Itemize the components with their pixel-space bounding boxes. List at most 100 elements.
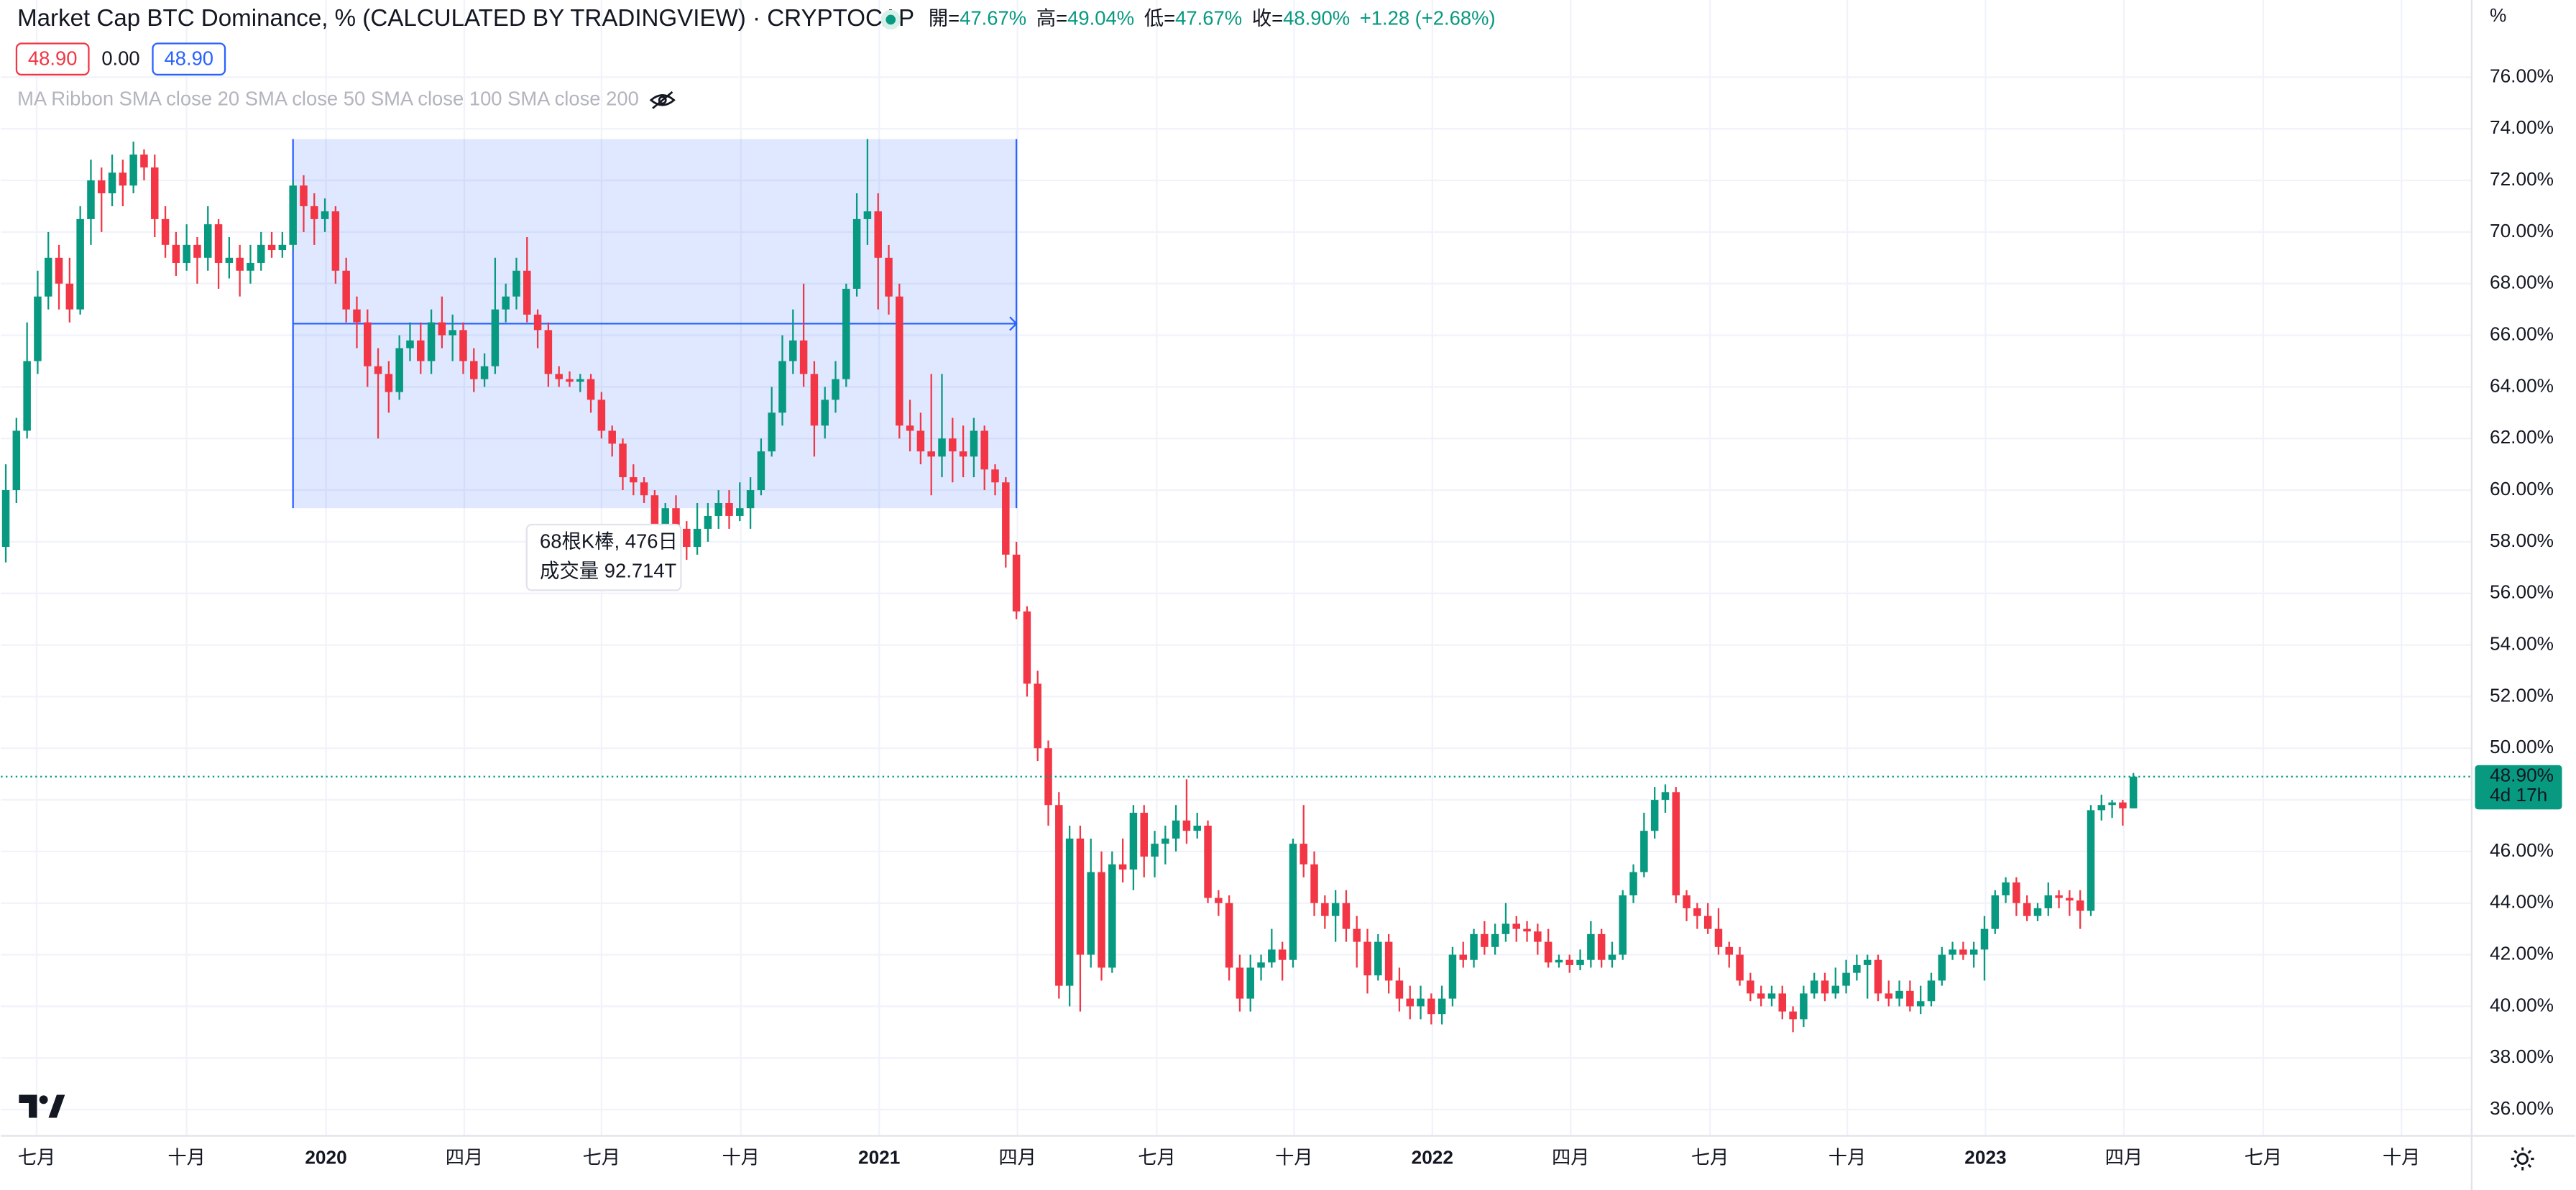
legend-change: +1.28 (+2.68%) (1360, 7, 1496, 29)
candle-body (1374, 941, 1382, 976)
candle-body (172, 244, 180, 263)
candle-body (1831, 985, 1840, 994)
candles (1, 139, 2138, 1033)
candle-body (1118, 864, 1127, 870)
legend-label: 收= (1252, 7, 1283, 29)
candle-body (395, 348, 403, 392)
candle-body (417, 340, 425, 361)
candle-body (1512, 923, 1521, 929)
candle-body (1448, 954, 1457, 999)
x-tick-label: 七月 (1138, 1147, 1176, 1168)
candle-body (2055, 895, 2063, 898)
candle-body (374, 366, 382, 374)
candle-body (310, 206, 318, 219)
y-tick-label: 70.00% (2490, 220, 2554, 241)
candle-body (778, 361, 786, 413)
chart-title: Market Cap BTC Dominance, % (CALCULATED … (17, 5, 914, 32)
range-tooltip (525, 523, 682, 591)
legend-value: 48.90% (1283, 7, 1350, 29)
sell-box[interactable] (15, 42, 90, 76)
candle-body (2033, 908, 2042, 916)
candle-body (1789, 1011, 1797, 1020)
candle-body (1842, 972, 1850, 986)
candle-body (1246, 967, 1254, 999)
candle-body (874, 211, 882, 258)
candle-body (1991, 895, 2000, 929)
candle-body (852, 218, 861, 289)
candle-body (427, 322, 436, 361)
candle-body (193, 244, 201, 258)
candle-body (1151, 844, 1159, 857)
candle-body (1459, 954, 1468, 960)
candle-body (491, 309, 500, 366)
candle-body (1289, 844, 1297, 960)
candle-body (672, 508, 680, 529)
range-tool[interactable] (292, 139, 1018, 509)
candle-body (810, 374, 819, 426)
spread: 0.00 (101, 47, 139, 70)
candle-body (1703, 915, 1712, 929)
y-tick-label: 72.00% (2490, 168, 2554, 190)
candle-body (1683, 895, 1690, 908)
candle-body (353, 309, 361, 323)
candle-body (2097, 805, 2106, 811)
candle-body (619, 443, 627, 478)
candle-body (1002, 482, 1010, 555)
candle-body (1693, 908, 1701, 916)
candle-body (863, 211, 872, 219)
indicator-label[interactable]: MA Ribbon SMA close 20 SMA close 50 SMA … (17, 88, 639, 110)
candle-body (1927, 980, 1936, 1002)
candle-body (959, 451, 967, 457)
candle-body (1215, 898, 1223, 903)
candle-body (1076, 838, 1085, 955)
settings-icon[interactable] (2511, 1147, 2534, 1171)
candle-body (1331, 903, 1340, 916)
candle-body (1044, 748, 1052, 806)
candle-body (640, 482, 648, 496)
candle-body (342, 270, 350, 310)
tradingview-logo[interactable] (19, 1094, 65, 1118)
candle-body (289, 185, 297, 245)
candle-body (906, 425, 914, 431)
candle-body (34, 296, 42, 361)
y-tick-label: 60.00% (2490, 478, 2554, 499)
candle-body (1778, 993, 1787, 1012)
candle-body (2023, 903, 2031, 916)
y-tick-label: 36.00% (2490, 1097, 2554, 1119)
candle-body (991, 469, 999, 483)
candle-body (789, 340, 797, 361)
candle-body (842, 288, 850, 379)
candle-body (1353, 928, 1361, 942)
candle-body (725, 503, 733, 516)
sell-price[interactable]: 48.90 (28, 47, 78, 70)
candle-body (1736, 954, 1744, 981)
last-price-box (2475, 765, 2562, 810)
candle-body (1959, 949, 1967, 955)
candle-body (1501, 923, 1510, 934)
candle-body (76, 218, 84, 310)
candle-body (1544, 941, 1552, 963)
candle-body (1916, 1001, 1925, 1007)
candle-body (885, 257, 893, 297)
buy-price[interactable]: 48.90 (164, 47, 213, 70)
candle-body (799, 340, 808, 374)
candle-body (1810, 980, 1818, 994)
buy-box[interactable] (152, 42, 226, 76)
candle-body (1587, 933, 1595, 960)
x-tick-label: 七月 (2245, 1147, 2283, 1168)
candle-body (1395, 980, 1404, 999)
x-tick-label: 四月 (1552, 1147, 1590, 1168)
candle-body (1257, 962, 1265, 968)
hide-icon[interactable] (649, 91, 676, 109)
candle-body (1597, 933, 1606, 960)
candle-body (1767, 993, 1776, 999)
candle-body (1640, 831, 1648, 872)
candle-body (278, 244, 287, 251)
candle-body (1949, 949, 1956, 955)
candle-body (512, 270, 520, 297)
x-tick-label: 七月 (18, 1147, 56, 1168)
candle-body (2002, 882, 2010, 895)
